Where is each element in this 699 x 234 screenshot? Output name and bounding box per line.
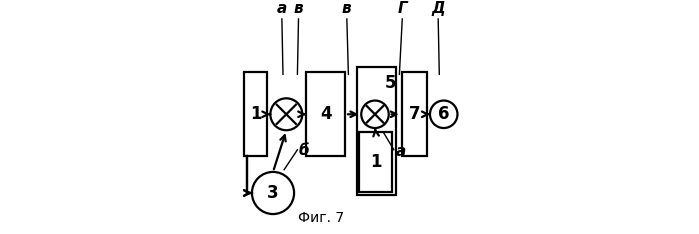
Circle shape	[361, 101, 389, 128]
Text: Г: Г	[398, 1, 408, 16]
Text: а: а	[396, 144, 406, 159]
Text: в: в	[342, 1, 351, 16]
Text: Фиг. 7: Фиг. 7	[298, 211, 344, 225]
Text: а: а	[277, 1, 287, 16]
Text: б: б	[299, 143, 310, 158]
Circle shape	[252, 172, 294, 214]
Bar	[359, 132, 391, 192]
Text: 7: 7	[408, 105, 420, 123]
Text: 3: 3	[267, 184, 279, 202]
Bar	[402, 72, 427, 156]
Bar	[357, 67, 396, 195]
Text: Д: Д	[431, 1, 445, 16]
Text: 5: 5	[384, 74, 396, 92]
Text: в: в	[294, 1, 303, 16]
Text: 1: 1	[370, 153, 381, 171]
Circle shape	[271, 98, 302, 130]
Text: 1: 1	[250, 105, 261, 123]
Circle shape	[430, 101, 457, 128]
Text: 4: 4	[320, 105, 331, 123]
Bar	[244, 72, 268, 156]
Bar	[306, 72, 345, 156]
Text: 6: 6	[438, 105, 449, 123]
